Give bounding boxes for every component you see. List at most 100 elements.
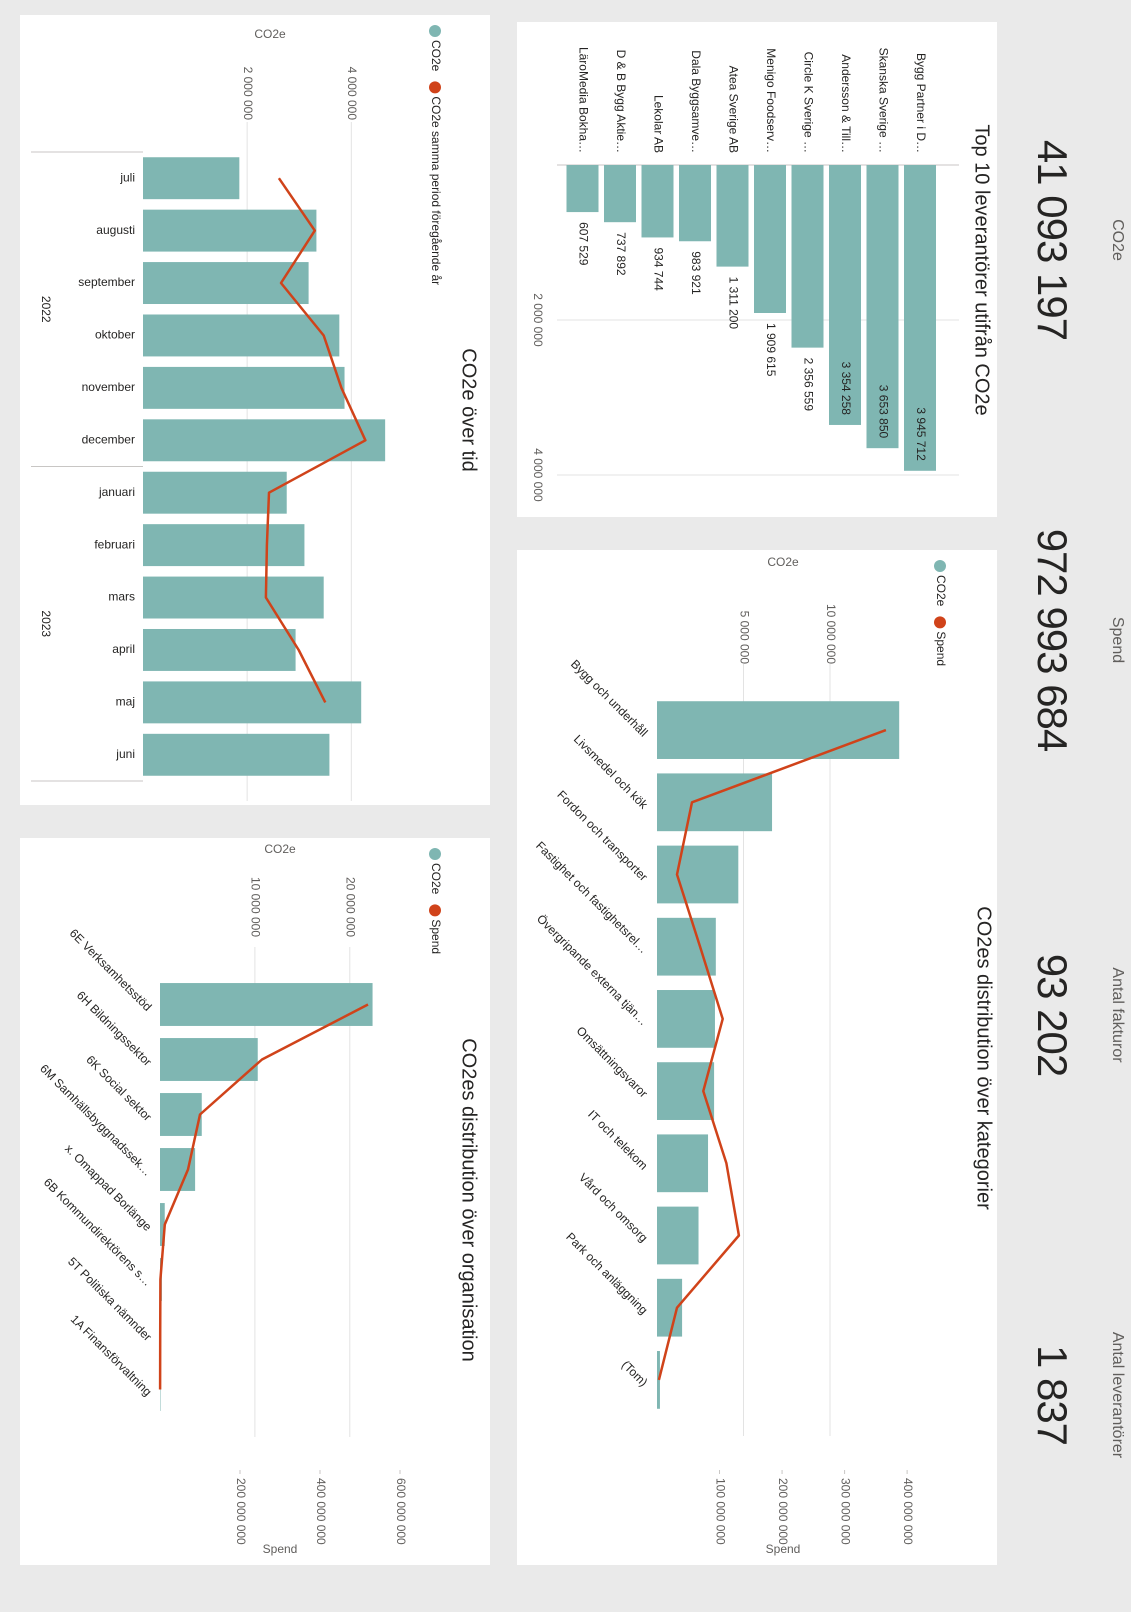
- group-label: 2023: [39, 610, 53, 637]
- bar: [754, 165, 786, 313]
- y2-tick-label: 400 000 000: [314, 1478, 328, 1545]
- bar: [679, 165, 711, 242]
- bar: [142, 628, 296, 671]
- bar: [656, 1278, 683, 1337]
- kpi-value: 1 837: [1029, 1345, 1076, 1445]
- bar: [657, 845, 739, 904]
- bar: [657, 701, 900, 759]
- bar: [656, 1062, 715, 1120]
- kpi-value: 972 993 684: [1029, 529, 1076, 752]
- legend-marker: [429, 848, 441, 860]
- x-tick-label: juni: [115, 747, 135, 761]
- data-label: 3 653 850: [876, 385, 890, 439]
- chart-title: CO2e över tid: [458, 348, 480, 471]
- bar: [142, 733, 330, 776]
- x-tick-label: februari: [94, 537, 135, 551]
- x-tick-label: mars: [108, 590, 135, 604]
- y2-tick-label: 300 000 000: [838, 1478, 852, 1545]
- y2-tick-label: 400 000 000: [901, 1478, 915, 1545]
- legend-label: Spend: [934, 631, 948, 666]
- x-tick-label: november: [82, 380, 135, 394]
- chart-title: Top 10 leverantörer utifrån CO2e: [971, 124, 993, 415]
- bar: [657, 1351, 660, 1409]
- legend-marker: [429, 25, 441, 37]
- bar: [657, 917, 716, 976]
- kpi-label: CO2e: [1109, 219, 1126, 261]
- y-tick-label: 10 000 000: [249, 877, 263, 937]
- x-tick-label: juli: [119, 170, 135, 184]
- category-label: Lekolar AB: [651, 95, 665, 153]
- kpi-value: 93 202: [1029, 954, 1076, 1076]
- bar: [716, 165, 749, 267]
- y2-axis-title: Spend: [766, 1542, 801, 1556]
- y-tick-label: 20 000 000: [344, 877, 358, 937]
- legend-marker: [429, 81, 441, 94]
- y2-tick-label: 200 000 000: [776, 1478, 790, 1545]
- legend-label: CO2e: [934, 575, 948, 607]
- line: [657, 728, 887, 1381]
- bar: [160, 983, 373, 1026]
- category-label: LäroMedia Bokha…: [576, 47, 590, 153]
- chart-title: CO2es distribution över organisation: [458, 1038, 480, 1362]
- category-label: Menigo Foodserv…: [764, 48, 778, 153]
- bar: [143, 366, 345, 409]
- category-label: Dala Byggsamve…: [689, 50, 703, 153]
- bar: [142, 471, 287, 514]
- data-label: 607 529: [576, 222, 590, 266]
- bar: [656, 990, 715, 1048]
- y-tick-label: 10 000 000: [824, 604, 838, 664]
- category-label: Andersson & Till…: [839, 54, 853, 153]
- bar: [142, 157, 240, 200]
- kpi-label: Spend: [1109, 617, 1126, 663]
- kpi-label: Antal leverantörer: [1109, 1332, 1126, 1459]
- bar: [143, 314, 340, 357]
- bar: [160, 1093, 202, 1136]
- x-tick-label: maj: [116, 695, 135, 709]
- x-tick-label: april: [112, 642, 135, 656]
- group-label: 2022: [39, 296, 53, 323]
- chart-title: CO2es distribution över kategorier: [973, 906, 995, 1210]
- bar: [641, 165, 674, 238]
- kpi-value: 41 093 197: [1029, 140, 1076, 340]
- legend-label: CO2e: [429, 40, 443, 72]
- bar: [143, 524, 305, 567]
- x-tick-label: december: [82, 432, 135, 446]
- data-label: 1 311 200: [726, 277, 740, 330]
- data-label: 1 909 615: [764, 323, 778, 377]
- x-tick-label: 2 000 000: [531, 293, 545, 347]
- y2-tick-label: 600 000 000: [394, 1478, 408, 1545]
- x-tick-label: oktober: [95, 328, 135, 342]
- bar: [829, 165, 861, 425]
- y2-tick-label: 100 000 000: [713, 1478, 727, 1545]
- y-tick-label: 4 000 000: [345, 67, 359, 121]
- x-tick-label: 4 000 000: [531, 448, 545, 502]
- category-label: Atea Sverige AB: [726, 66, 740, 153]
- bar: [143, 419, 386, 462]
- bar: [604, 165, 636, 223]
- bar: [866, 165, 899, 449]
- y-axis-title: CO2e: [767, 555, 799, 569]
- category-label: D & B Bygg Aktie…: [614, 50, 628, 153]
- y-tick-label: 2 000 000: [241, 67, 255, 121]
- y2-tick-label: 200 000 000: [234, 1478, 248, 1545]
- bar: [904, 165, 936, 471]
- legend-label: CO2e samma period föregående år: [429, 96, 443, 285]
- bar: [566, 165, 599, 213]
- x-tick-label: september: [78, 275, 135, 289]
- bar: [791, 165, 824, 348]
- data-label: 983 921: [689, 251, 703, 295]
- legend-label: CO2e: [429, 863, 443, 895]
- legend-marker: [429, 904, 441, 917]
- x-tick-label: augusti: [96, 223, 135, 237]
- data-label: 3 945 712: [914, 407, 928, 461]
- panel: [517, 550, 997, 1565]
- category-label: Circle K Sverige …: [801, 52, 815, 153]
- legend-label: Spend: [429, 919, 443, 954]
- bar: [143, 209, 317, 252]
- data-label: 2 356 559: [801, 358, 815, 412]
- y2-axis-title: Spend: [263, 1542, 298, 1556]
- data-label: 934 744: [651, 247, 665, 291]
- bar: [657, 1134, 709, 1193]
- bar: [656, 1206, 699, 1265]
